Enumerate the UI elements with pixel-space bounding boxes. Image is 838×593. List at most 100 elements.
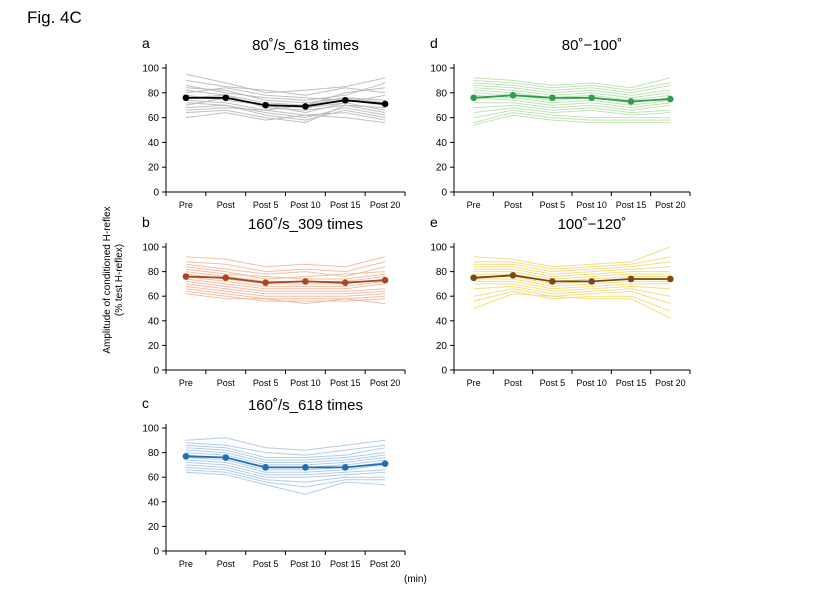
mean-point-post [222, 454, 230, 461]
x-tick-label: Post 5 [253, 200, 279, 210]
y-tick-label: 20 [436, 341, 448, 352]
y-tick-label: 40 [436, 138, 448, 149]
individual-line-14 [473, 112, 671, 124]
panel-title-d: 80˚−100˚ [562, 37, 622, 54]
individual-line-2 [473, 79, 671, 91]
individual-line-1 [185, 256, 386, 268]
mean-point-post-5 [549, 94, 556, 102]
mean-point-post-10 [302, 103, 309, 110]
individual-line-3 [185, 263, 386, 278]
individual-line-10 [185, 280, 386, 292]
individual-line-4 [185, 447, 386, 461]
y-tick-label: 0 [441, 188, 447, 199]
panel-c: c 160˚/s_618 times 0 20 40 60 80 100 Pre Post Post… [142, 395, 406, 569]
panel-letter-e: e [430, 214, 438, 230]
y-tick-label: 0 [153, 366, 159, 377]
y-tick-label: 0 [153, 547, 159, 558]
mean-point-post-20 [381, 276, 389, 284]
mean-point-post-10 [588, 94, 595, 102]
x-tick-label: Pre [179, 200, 193, 210]
y-tick-label: 100 [142, 243, 159, 254]
individual-line-1 [473, 246, 671, 268]
x-tick-label: Post [217, 378, 236, 388]
y-tick-label: 80 [436, 88, 448, 99]
y-tick-label: 40 [148, 497, 160, 508]
x-tick-label: Post 15 [616, 200, 647, 210]
individual-line-6 [473, 271, 671, 280]
y-tick-label: 60 [148, 113, 160, 124]
individual-line-3 [185, 82, 386, 101]
x-tick-label: Pre [467, 378, 481, 388]
individual-line-11 [473, 104, 671, 114]
y-tick-label: 20 [148, 163, 160, 174]
individual-line-14 [185, 104, 386, 124]
mean-point-post-5 [262, 101, 269, 109]
x-tick-label: Post 5 [253, 378, 279, 388]
individual-line-10 [185, 102, 386, 119]
individual-line-6 [185, 452, 386, 466]
y-tick-label: 80 [148, 88, 160, 99]
mean-line [185, 96, 386, 108]
panel-title-b: 160˚/s_309 times [248, 216, 363, 233]
x-tick-label: Pre [467, 200, 481, 210]
mean-point-pre [182, 273, 190, 280]
x-tick-label: Post 5 [540, 200, 566, 210]
x-tick-label: Post 10 [576, 200, 607, 210]
y-tick-label: 80 [148, 448, 160, 459]
mean-line [473, 94, 671, 103]
mean-point-post [509, 271, 517, 279]
mean-point-post [509, 91, 517, 99]
x-tick-label: Pre [179, 559, 193, 569]
individual-line-10 [473, 280, 671, 290]
panel-title-e: 100˚−120˚ [558, 216, 627, 233]
figure-label: Fig. 4C [27, 8, 82, 27]
mean-point-post-20 [381, 460, 389, 467]
x-tick-label: Post [504, 378, 523, 388]
panel-a: a 80˚/s_618 times 0 20 40 60 80 100 Pre Post Post … [142, 35, 406, 210]
individual-line-11 [185, 283, 386, 295]
individual-line-3 [473, 261, 671, 273]
y-tick-label: 20 [148, 522, 160, 533]
mean-point-post [222, 94, 230, 102]
y-tick-label: 60 [436, 292, 448, 303]
mean-point-post-20 [381, 100, 389, 108]
individual-line-8 [473, 94, 671, 106]
individual-line-13 [473, 288, 671, 305]
mean-point-post-15 [341, 96, 349, 104]
y-tick-label: 100 [430, 64, 447, 75]
x-tick-label: Post 20 [370, 200, 401, 210]
mean-point-post-20 [667, 95, 674, 103]
y-tick-label: 60 [148, 292, 160, 303]
mean-point-pre [182, 94, 190, 102]
individual-line-15 [185, 293, 386, 305]
panel-letter-c: c [142, 395, 149, 411]
individual-line-9 [185, 97, 386, 111]
y-tick-label: 20 [148, 341, 160, 352]
y-tick-label: 0 [441, 366, 447, 377]
x-tick-label: Post 15 [330, 559, 361, 569]
individual-line-1 [185, 73, 386, 94]
individual-line-5 [473, 268, 671, 278]
mean-line [473, 274, 671, 283]
y-tick-label: 80 [436, 267, 448, 278]
individual-line-13 [473, 109, 671, 119]
panel-title-a: 80˚/s_618 times [252, 37, 359, 54]
x-tick-label: Post 15 [330, 378, 361, 388]
x-tick-label: Post 20 [370, 378, 401, 388]
y-tick-label: 100 [430, 243, 447, 254]
individual-line-9 [185, 459, 386, 473]
individual-line-12 [473, 285, 671, 297]
individual-line-9 [185, 278, 386, 290]
individual-line-6 [473, 89, 671, 101]
x-tick-label: Post [217, 559, 236, 569]
individual-line-5 [473, 87, 671, 99]
individual-line-6 [185, 87, 386, 106]
x-tick-label: Post 10 [290, 200, 321, 210]
panel-d: d 80˚−100˚ 0 20 40 60 80 100 Pre Post Post 5 Post 1… [430, 35, 691, 210]
mean-point-post-10 [302, 464, 309, 471]
individual-line-12 [185, 285, 386, 297]
mean-line [185, 275, 386, 284]
y-tick-label: 40 [436, 316, 448, 327]
individual-line-12 [185, 466, 386, 483]
